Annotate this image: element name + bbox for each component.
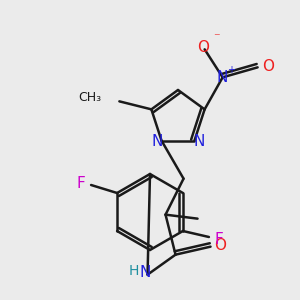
- Text: +: +: [226, 65, 235, 75]
- Text: N: N: [152, 134, 163, 149]
- Text: CH₃: CH₃: [78, 91, 101, 104]
- Text: O: O: [196, 40, 208, 55]
- Text: N: N: [140, 265, 151, 280]
- Text: F: F: [77, 176, 85, 190]
- Text: H: H: [128, 264, 139, 278]
- Text: N: N: [194, 134, 205, 149]
- Text: O: O: [214, 238, 226, 253]
- Text: N: N: [217, 70, 228, 85]
- Text: O: O: [262, 59, 274, 74]
- Text: ⁻: ⁻: [213, 31, 220, 44]
- Text: F: F: [214, 232, 223, 247]
